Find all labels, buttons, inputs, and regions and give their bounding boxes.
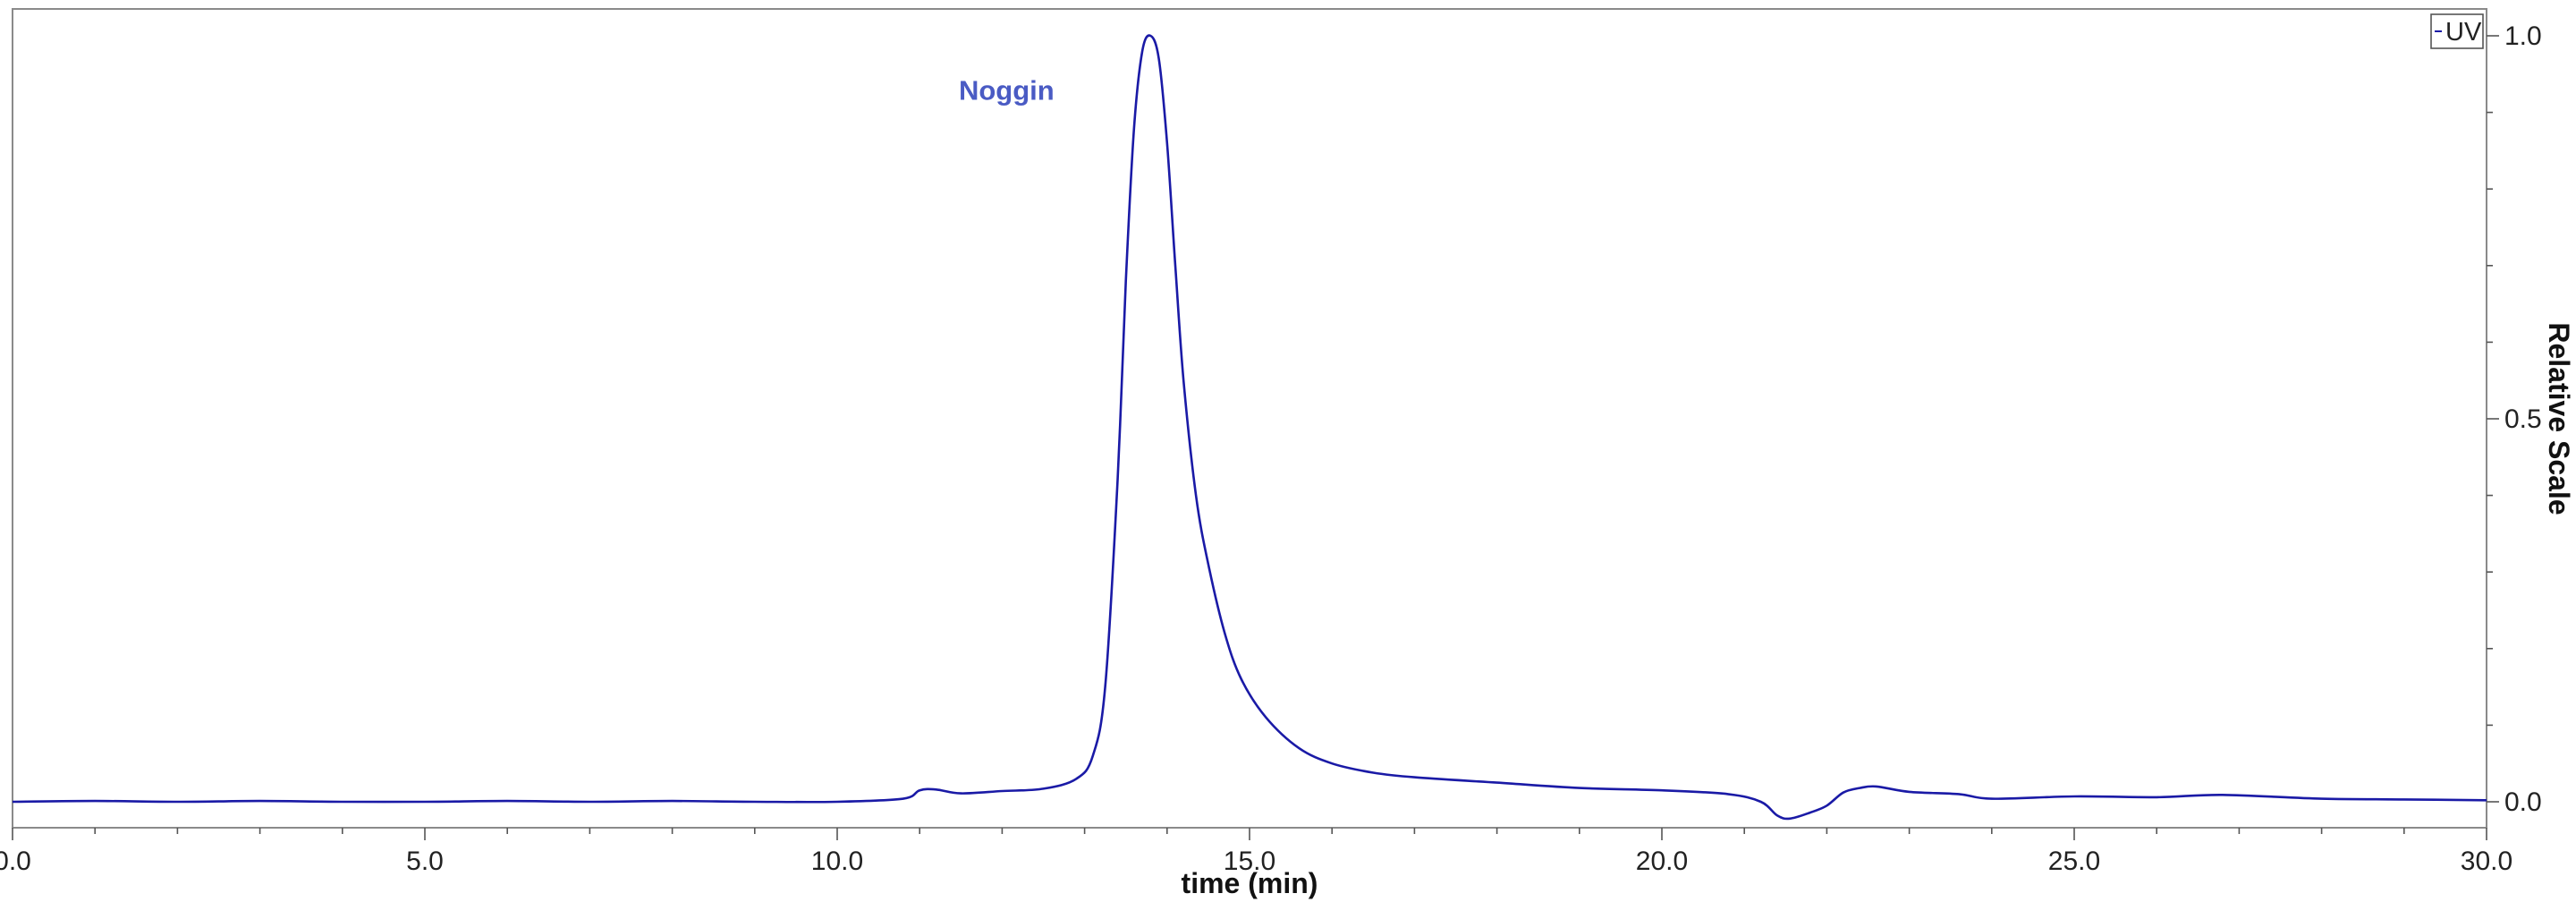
y-tick-label: 1.0 <box>2504 21 2542 51</box>
x-tick-label: 0.0 <box>0 847 31 876</box>
x-tick-label: 30.0 <box>2461 847 2512 876</box>
y-tick-label: 0.0 <box>2504 787 2542 817</box>
y-tick-label: 0.5 <box>2504 404 2542 434</box>
plot-frame <box>12 8 2487 829</box>
x-tick-label: 10.0 <box>811 847 863 876</box>
y-axis-title: Relative Scale <box>2543 322 2575 515</box>
x-tick-label: 20.0 <box>1636 847 1688 876</box>
x-tick-label: 15.0 <box>1224 847 1275 876</box>
x-axis-title: time (min) <box>1182 867 1318 899</box>
annotation-noggin: Noggin <box>959 74 1055 106</box>
x-tick-label: 5.0 <box>406 847 444 876</box>
y-axis: 0.0 0.5 1.0 <box>2487 21 2542 817</box>
legend: UV <box>2430 13 2484 49</box>
x-axis: 0.0 5.0 10.0 15.0 20.0 25.0 30.0 <box>0 828 2512 876</box>
legend-entry-uv: UV <box>2445 18 2482 47</box>
x-tick-label: 25.0 <box>2048 847 2100 876</box>
series-line-uv <box>12 34 2487 821</box>
